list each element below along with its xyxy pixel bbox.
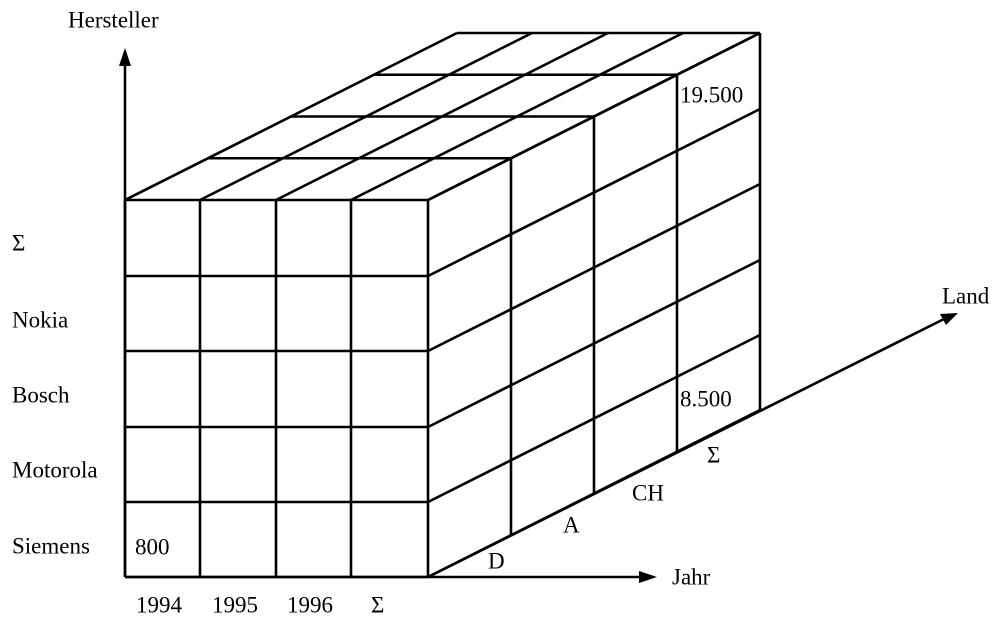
y-axis-label: Hersteller [68,7,159,32]
manufacturer-label: Bosch [12,382,70,407]
manufacturer-label: Nokia [12,307,68,332]
year-label: Σ [371,592,384,617]
cell-value: 800 [135,534,170,559]
country-label: Σ [707,442,720,467]
country-label: D [488,548,505,573]
z-arrow-head [940,313,958,325]
country-label: CH [632,480,664,505]
manufacturer-label: Motorola [12,457,98,482]
cell-value: 8.500 [680,386,732,411]
manufacturer-label: Σ [12,230,25,255]
year-label: 1996 [287,592,333,617]
year-label: 1994 [136,592,183,617]
x-arrow-head [639,571,657,583]
cube-lines [123,31,951,579]
manufacturer-label: Siemens [12,533,90,558]
cell-value: 19.500 [680,82,743,107]
z-axis-label: Land [942,283,990,308]
country-label: A [563,512,580,537]
x-axis-label: Jahr [672,564,711,589]
y-arrow-head [119,48,131,66]
year-label: 1995 [212,592,258,617]
